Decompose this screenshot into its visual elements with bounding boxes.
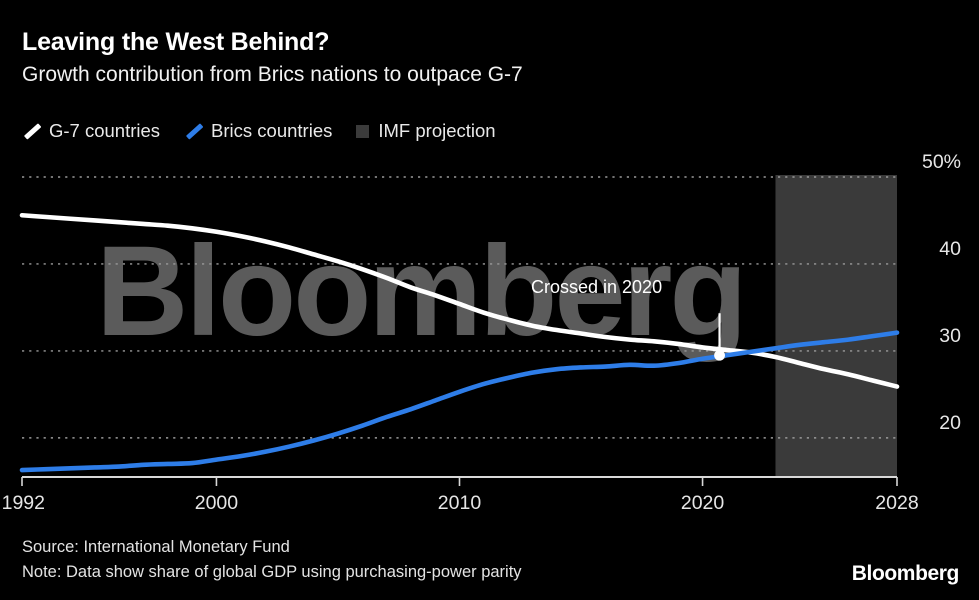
annotation-crossed-in-2020: Crossed in 2020 [531,277,663,297]
x-axis-label: 2010 [437,492,482,514]
data-note: Note: Data show share of global GDP usin… [22,563,522,581]
x-axis-label: 1992 [1,492,45,514]
legend-label-g7: G-7 countries [49,120,161,141]
page-title: Leaving the West Behind? [22,28,330,56]
bloomberg-logo: Bloomberg [851,562,960,585]
legend-item-g7[interactable]: G-7 countries [22,118,160,144]
legend-item-imf-projection[interactable]: IMF projection [356,118,496,144]
page-subtitle: Growth contribution from Brics nations t… [22,63,523,86]
y-axis-label: 40 [939,237,961,260]
chart-legend: G-7 countries Brics countries IMF projec… [22,118,496,144]
y-axis-label: 50% [921,151,961,173]
legend-line-marker-icon [22,122,40,140]
legend-line-marker-icon [184,122,202,140]
legend-label-brics: Brics countries [211,120,333,141]
imf-projection-band [775,175,897,477]
x-axis-label: 2000 [194,492,239,514]
legend-label-imf-projection: IMF projection [378,120,496,141]
legend-item-brics[interactable]: Brics countries [184,118,332,144]
x-axis-label: 2028 [875,492,919,514]
x-axis-label: 2020 [680,492,725,514]
source-note: Source: International Monetary Fund [22,538,290,556]
legend-square-marker-icon [356,124,370,138]
y-axis-label: 30 [939,324,961,347]
y-axis-label: 20 [939,411,961,434]
